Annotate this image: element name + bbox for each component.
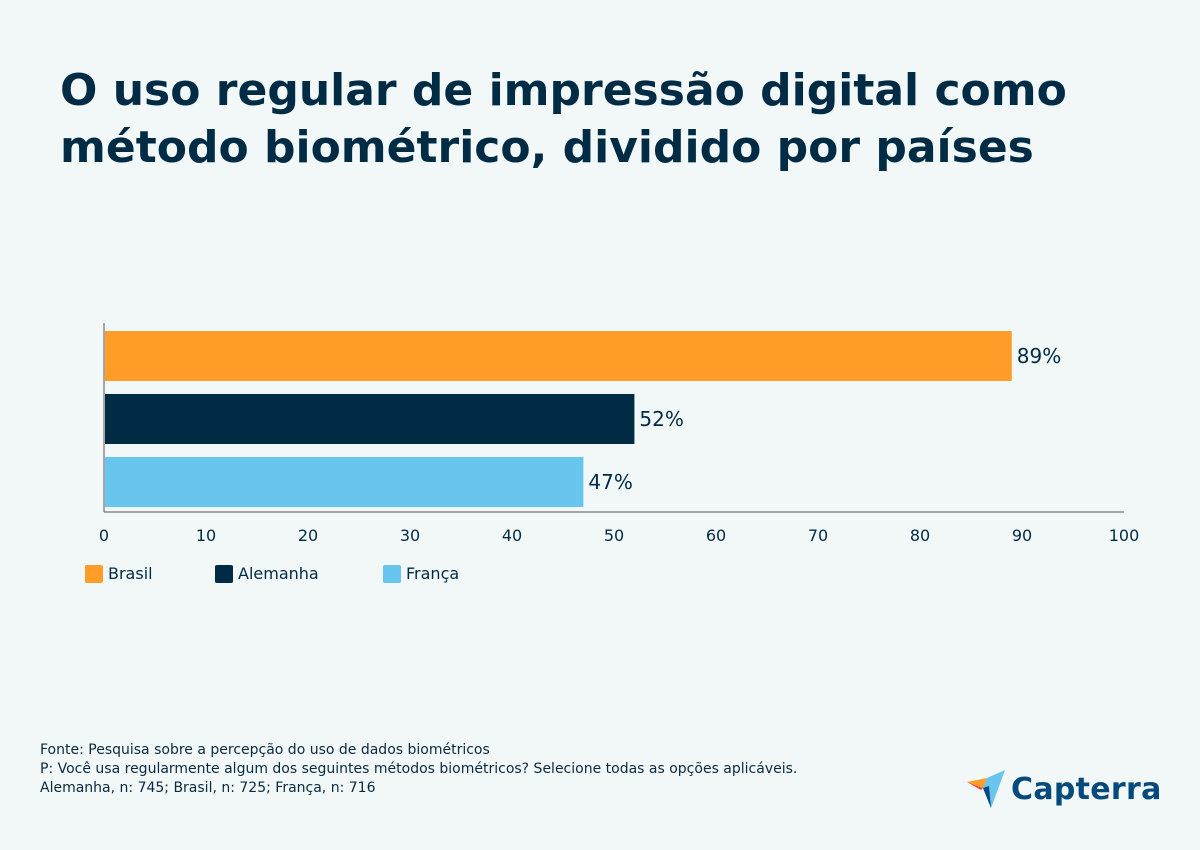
- x-tick-label: 60: [706, 526, 726, 545]
- x-tick-label: 40: [502, 526, 522, 545]
- capterra-logo-text: Capterra: [1011, 771, 1162, 807]
- x-tick-label: 20: [298, 526, 318, 545]
- x-tick-label: 70: [808, 526, 828, 545]
- footer-notes: Fonte: Pesquisa sobre a percepção do uso…: [40, 741, 797, 798]
- data-label: 52%: [639, 407, 683, 431]
- legend-swatch: [383, 564, 401, 583]
- x-tick-label: 50: [604, 526, 624, 545]
- legend-label: Brasil: [108, 564, 153, 583]
- bar-alemanha: [105, 394, 635, 444]
- data-label: 47%: [588, 470, 632, 494]
- data-label: 89%: [1017, 344, 1061, 368]
- x-tick-label: 0: [99, 526, 109, 545]
- bar-brasil: [105, 331, 1012, 381]
- legend-swatch: [215, 564, 233, 583]
- legend-item: Brasil: [85, 564, 215, 583]
- question-note: P: Você usa regularmente algum dos segui…: [40, 761, 798, 777]
- x-tick-label: 30: [400, 526, 420, 545]
- source-note: Fonte: Pesquisa sobre a percepção do uso…: [40, 742, 490, 758]
- x-tick-label: 90: [1012, 526, 1032, 545]
- legend-swatch: [85, 564, 103, 583]
- capterra-logo-icon: [967, 770, 1005, 808]
- x-tick-label: 100: [1109, 526, 1140, 545]
- sample-note: Alemanha, n: 745; Brasil, n: 725; França…: [40, 780, 376, 796]
- legend: Brasil Alemanha França: [85, 564, 483, 583]
- legend-label: Alemanha: [238, 564, 319, 583]
- bar-chart: 89% 52% 47% 0 10 20 30 40 50 60 70 80 90 100: [99, 323, 1140, 545]
- capterra-logo: Capterra: [965, 768, 1162, 810]
- legend-label: França: [406, 564, 460, 583]
- x-tick-label: 80: [910, 526, 930, 545]
- x-tick-label: 10: [196, 526, 216, 545]
- chart-title: O uso regular de impressão digital como …: [60, 65, 1067, 173]
- bar-frança: [105, 457, 584, 507]
- legend-item: Alemanha: [215, 564, 383, 583]
- legend-item: França: [383, 564, 483, 583]
